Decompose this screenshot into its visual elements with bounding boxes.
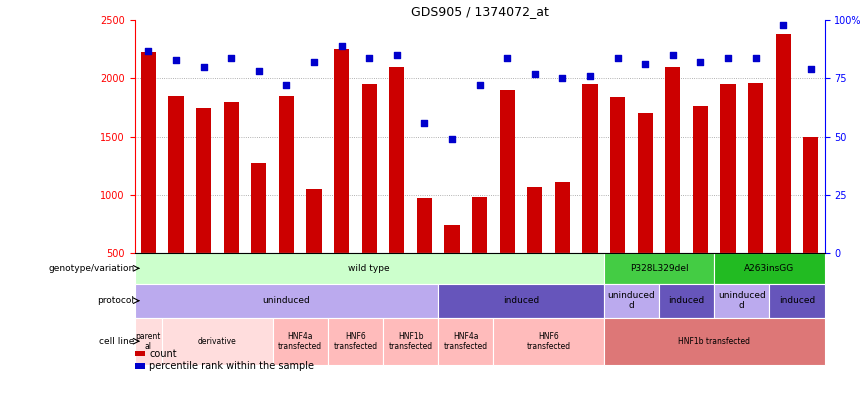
Bar [527, 187, 542, 253]
Text: induced: induced [668, 296, 705, 305]
Text: wild type: wild type [348, 264, 390, 273]
Bar [582, 84, 597, 253]
Bar [135, 284, 438, 318]
Bar [362, 84, 377, 253]
Bar [168, 96, 183, 253]
Text: uninduced: uninduced [262, 296, 310, 305]
Bar [638, 113, 653, 253]
Bar [196, 108, 211, 253]
Point [611, 54, 625, 61]
Text: uninduced
d: uninduced d [718, 291, 766, 310]
Point [252, 68, 266, 75]
Point [583, 73, 597, 79]
Bar [604, 253, 714, 284]
Text: percentile rank within the sample: percentile rank within the sample [149, 361, 314, 371]
Text: HNF4a
transfected: HNF4a transfected [444, 332, 488, 351]
Title: GDS905 / 1374072_at: GDS905 / 1374072_at [411, 5, 549, 18]
Bar [604, 318, 825, 364]
Bar [769, 284, 825, 318]
Bar [438, 318, 493, 364]
Text: induced: induced [503, 296, 539, 305]
Text: HNF1b transfected: HNF1b transfected [678, 337, 750, 346]
Point [500, 54, 514, 61]
Bar [659, 284, 714, 318]
Bar [803, 137, 819, 253]
Bar [714, 253, 825, 284]
Text: HNF4a
transfected: HNF4a transfected [278, 332, 322, 351]
Bar [273, 318, 328, 364]
Bar [555, 182, 570, 253]
Point [556, 75, 569, 82]
Bar [417, 198, 432, 253]
Text: HNF6
transfected: HNF6 transfected [333, 332, 378, 351]
Bar [306, 189, 321, 253]
Bar [714, 284, 769, 318]
Text: induced: induced [779, 296, 815, 305]
Point [638, 61, 652, 68]
Bar [251, 164, 266, 253]
Point [224, 54, 238, 61]
Point [694, 59, 707, 66]
Bar [776, 34, 791, 253]
Bar [162, 318, 273, 364]
Bar [135, 318, 162, 364]
Text: A263insGG: A263insGG [744, 264, 794, 273]
Bar [472, 197, 487, 253]
Point [776, 22, 790, 28]
Text: genotype/variation: genotype/variation [49, 264, 135, 273]
Bar [720, 84, 735, 253]
Bar [383, 318, 438, 364]
Bar [135, 253, 604, 284]
Text: derivative: derivative [198, 337, 237, 346]
Point [169, 57, 183, 63]
Text: cell line: cell line [99, 337, 135, 346]
Bar [279, 96, 294, 253]
Point [528, 70, 542, 77]
Bar [610, 97, 625, 253]
Point [196, 64, 210, 70]
Bar [141, 52, 156, 253]
Bar [604, 284, 659, 318]
Point [307, 59, 321, 66]
Text: HNF6
transfected: HNF6 transfected [527, 332, 570, 351]
Point [335, 43, 349, 49]
Point [279, 82, 293, 89]
Point [666, 52, 680, 58]
Point [390, 52, 404, 58]
Bar [438, 284, 604, 318]
Point [472, 82, 486, 89]
Point [362, 54, 376, 61]
Bar [389, 67, 404, 253]
Text: HNF1b
transfected: HNF1b transfected [389, 332, 432, 351]
Bar [693, 107, 708, 253]
Bar [748, 83, 763, 253]
Bar [665, 67, 681, 253]
Point [445, 136, 459, 142]
Bar [224, 102, 239, 253]
Point [141, 47, 155, 54]
Bar [493, 318, 604, 364]
Bar [334, 49, 349, 253]
Text: parent
al: parent al [135, 332, 161, 351]
Text: count: count [149, 349, 177, 358]
Point [748, 54, 762, 61]
Bar [328, 318, 383, 364]
Bar [500, 90, 515, 253]
Bar [444, 225, 459, 253]
Text: P328L329del: P328L329del [629, 264, 688, 273]
Point [418, 119, 431, 126]
Point [804, 66, 818, 72]
Point [721, 54, 735, 61]
Text: protocol: protocol [97, 296, 135, 305]
Text: uninduced
d: uninduced d [608, 291, 655, 310]
